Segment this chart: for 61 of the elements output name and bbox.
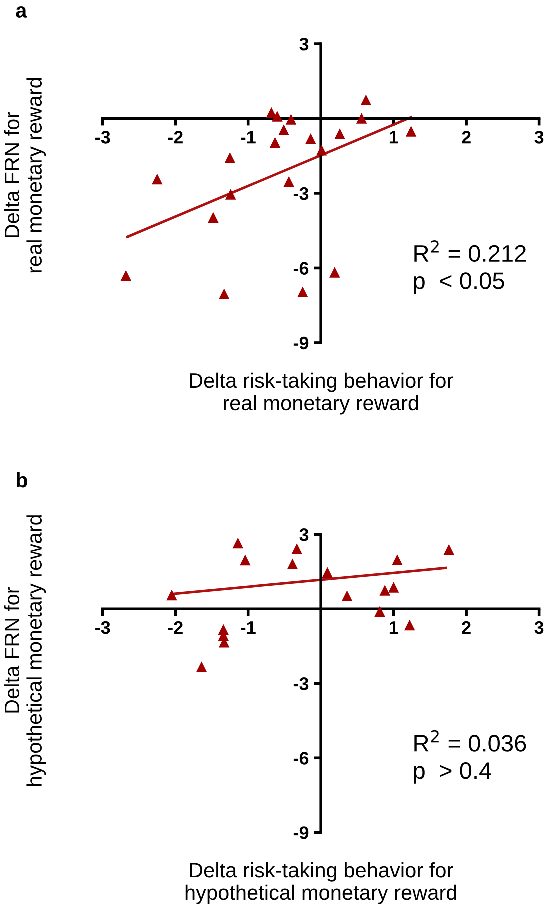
point <box>270 137 281 148</box>
point <box>287 558 298 570</box>
x-axis-title: Delta risk-taking behavior for real monetary reward <box>190 372 454 415</box>
point <box>306 134 316 144</box>
y-axis-title: Delta FRN for real monetary reward <box>4 78 46 273</box>
chart-title: b <box>16 472 28 488</box>
x-tick-label: -3 <box>96 131 110 144</box>
y-tick-label: 3 <box>300 38 309 51</box>
y-tick-label: -6 <box>294 752 309 765</box>
point <box>272 111 283 122</box>
point <box>240 554 251 566</box>
point <box>278 124 290 136</box>
point <box>232 538 244 549</box>
point <box>406 126 417 137</box>
x-tick-label: -1 <box>241 131 256 144</box>
point <box>218 288 230 300</box>
y-tick-label: -6 <box>294 262 309 275</box>
point <box>322 567 334 578</box>
x-tick-label: -2 <box>168 621 183 634</box>
point <box>404 620 416 631</box>
point <box>392 554 403 566</box>
point <box>196 662 208 672</box>
annotation: R$^{2}$ = 0.036 p > 0.4 <box>414 730 526 784</box>
x-tick-label: -2 <box>168 131 183 144</box>
point <box>444 544 454 556</box>
y-tick-label: -9 <box>294 336 309 350</box>
point <box>342 590 353 602</box>
y-tick-label: -3 <box>294 678 309 690</box>
point <box>166 590 178 601</box>
chart-title: a <box>16 6 28 18</box>
point <box>360 94 372 106</box>
y-tick-label: -3 <box>294 187 309 200</box>
x-tick-label: -1 <box>241 622 256 634</box>
point <box>284 176 294 188</box>
point <box>224 152 236 164</box>
point <box>334 128 346 140</box>
point <box>298 286 308 298</box>
point <box>388 582 400 593</box>
x-axis-title: Delta risk-taking behavior for hypothetical monetary reward <box>186 862 456 904</box>
annotation: R$^{2}$ = 0.212 p < 0.05 <box>414 240 526 294</box>
x-tick-label: 2 <box>462 621 471 634</box>
point <box>120 270 132 282</box>
point <box>316 145 328 156</box>
point <box>286 114 297 125</box>
y-tick-label: 3 <box>300 528 309 542</box>
point <box>226 189 236 200</box>
point <box>292 544 302 554</box>
point <box>330 267 340 278</box>
point <box>374 606 386 617</box>
point <box>356 113 368 124</box>
x-tick-label: 3 <box>534 131 544 144</box>
x-tick-label: -3 <box>96 621 110 634</box>
x-tick-label: 2 <box>462 131 471 144</box>
point <box>152 174 163 185</box>
y-tick-label: -9 <box>294 826 309 840</box>
x-tick-label: 1 <box>390 131 398 144</box>
point <box>380 585 390 596</box>
point <box>208 212 219 224</box>
x-tick-label: 1 <box>390 622 398 634</box>
y-axis-title: Delta FRN for hypothetical monetary reward <box>4 516 46 786</box>
x-tick-label: 3 <box>534 621 544 634</box>
